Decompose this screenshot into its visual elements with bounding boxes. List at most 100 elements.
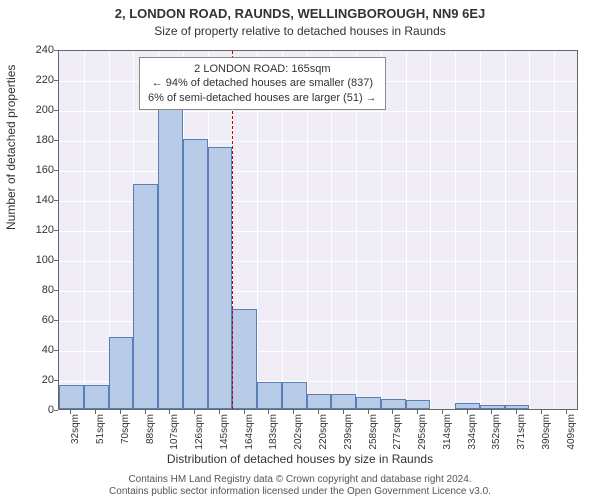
y-tick-mark [54,110,58,111]
gridline-h [59,111,577,112]
bar [59,385,84,409]
gridline-v [430,51,431,409]
y-tick-mark [54,80,58,81]
bar [307,394,332,409]
bar [183,139,208,409]
bar [381,399,406,410]
y-tick-label: 80 [14,284,54,296]
y-tick-mark [54,230,58,231]
x-tick-label: 51sqm [95,414,106,454]
y-tick-mark [54,290,58,291]
y-tick-mark [54,350,58,351]
x-tick-label: 239sqm [343,414,354,454]
gridline-v [480,51,481,409]
bar [455,403,480,409]
x-tick-mark [566,410,567,414]
y-tick-label: 40 [14,344,54,356]
y-tick-mark [54,170,58,171]
x-tick-mark [541,410,542,414]
x-tick-label: 220sqm [318,414,329,454]
x-tick-label: 32sqm [70,414,81,454]
bar [84,385,109,409]
x-tick-mark [318,410,319,414]
bar [133,184,158,409]
x-tick-mark [392,410,393,414]
x-tick-mark [293,410,294,414]
footer-line2: Contains public sector information licen… [109,486,491,497]
y-tick-label: 0 [14,404,54,416]
title-main: 2, LONDON ROAD, RAUNDS, WELLINGBOROUGH, … [0,6,600,21]
x-tick-label: 314sqm [442,414,453,454]
bar [257,382,282,409]
y-tick-label: 140 [14,194,54,206]
x-tick-label: 107sqm [169,414,180,454]
bar [331,394,356,409]
x-tick-label: 258sqm [368,414,379,454]
x-tick-mark [343,410,344,414]
x-tick-label: 277sqm [392,414,403,454]
x-tick-mark [417,410,418,414]
y-tick-label: 160 [14,164,54,176]
x-tick-label: 145sqm [219,414,230,454]
y-tick-label: 200 [14,104,54,116]
x-tick-mark [244,410,245,414]
bar [505,405,530,410]
y-tick-mark [54,50,58,51]
x-tick-mark [268,410,269,414]
bar [109,337,134,409]
x-tick-label: 183sqm [268,414,279,454]
x-tick-mark [442,410,443,414]
plot-area: 2 LONDON ROAD: 165sqm← 94% of detached h… [58,50,578,410]
y-tick-mark [54,410,58,411]
x-tick-label: 88sqm [145,414,156,454]
footer-line1: Contains HM Land Registry data © Crown c… [128,474,471,485]
y-tick-label: 220 [14,74,54,86]
x-tick-mark [516,410,517,414]
y-tick-label: 180 [14,134,54,146]
x-tick-label: 334sqm [467,414,478,454]
x-tick-label: 126sqm [194,414,205,454]
x-tick-mark [219,410,220,414]
x-tick-mark [95,410,96,414]
gridline-v [529,51,530,409]
x-tick-mark [368,410,369,414]
callout-box: 2 LONDON ROAD: 165sqm← 94% of detached h… [139,57,386,110]
x-tick-mark [145,410,146,414]
callout-line1: 2 LONDON ROAD: 165sqm [148,62,377,76]
chart-container: 2, LONDON ROAD, RAUNDS, WELLINGBOROUGH, … [0,0,600,500]
x-tick-mark [194,410,195,414]
bar [480,405,505,410]
y-tick-label: 60 [14,314,54,326]
y-tick-label: 100 [14,254,54,266]
x-tick-label: 295sqm [417,414,428,454]
y-tick-mark [54,200,58,201]
y-tick-label: 20 [14,374,54,386]
y-tick-mark [54,260,58,261]
y-tick-mark [54,140,58,141]
bar [356,397,381,409]
gridline-v [505,51,506,409]
x-tick-label: 164sqm [244,414,255,454]
callout-line3: 6% of semi-detached houses are larger (5… [148,91,377,105]
x-tick-label: 409sqm [566,414,577,454]
bar [406,400,431,409]
bar [282,382,307,409]
gridline-v [406,51,407,409]
bar [208,147,233,410]
gridline-v [455,51,456,409]
x-tick-mark [491,410,492,414]
footer-attribution: Contains HM Land Registry data © Crown c… [0,474,600,498]
gridline-v [84,51,85,409]
x-tick-mark [70,410,71,414]
x-tick-mark [169,410,170,414]
callout-line2: ← 94% of detached houses are smaller (83… [148,76,377,90]
gridline-h [59,171,577,172]
gridline-h [59,141,577,142]
bar [158,109,183,409]
bar [232,309,257,410]
gridline-v [554,51,555,409]
x-tick-mark [467,410,468,414]
x-tick-label: 390sqm [541,414,552,454]
x-axis-label: Distribution of detached houses by size … [0,452,600,466]
y-tick-mark [54,320,58,321]
